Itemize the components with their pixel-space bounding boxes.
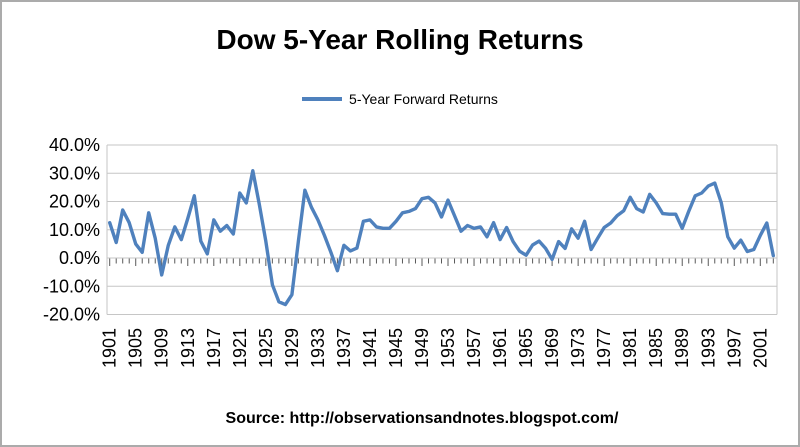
y-axis-label: 0.0%: [59, 248, 100, 268]
y-axis-label: 40.0%: [49, 135, 100, 155]
legend-line-swatch: [302, 97, 343, 101]
returns-line: [107, 168, 775, 307]
x-axis-label: 1933: [308, 328, 328, 368]
chart-title: Dow 5-Year Rolling Returns: [216, 24, 584, 55]
x-axis-label: 1901: [100, 328, 120, 368]
y-axis-label: 20.0%: [49, 192, 100, 212]
x-axis-label: 1949: [412, 328, 432, 368]
y-axis-label: -20.0%: [43, 305, 100, 325]
x-axis-label: 1929: [282, 328, 302, 368]
x-axis-label: 1957: [464, 328, 484, 368]
x-axis-label: 1961: [490, 328, 510, 368]
x-axis-label: 1969: [542, 328, 562, 368]
y-axis-label: 30.0%: [49, 163, 100, 183]
chart-legend: 5-Year Forward Returns: [2, 91, 798, 107]
x-axis-label: 1921: [230, 328, 250, 368]
x-axis-label: 1993: [698, 328, 718, 368]
legend-label: 5-Year Forward Returns: [349, 91, 498, 107]
x-axis-label: 2001: [750, 328, 770, 368]
x-axis-label: 1905: [126, 328, 146, 368]
x-axis-label: 1917: [204, 328, 224, 368]
x-axis-label: 1925: [256, 328, 276, 368]
x-axis-label: 1945: [386, 328, 406, 368]
x-axis-label: 1941: [360, 328, 380, 368]
y-axis-label: -10.0%: [43, 276, 100, 296]
x-axis-label: 1909: [152, 328, 172, 368]
x-axis-label: 1913: [178, 328, 198, 368]
x-axis-label: 1985: [646, 328, 666, 368]
x-axis-label: 1997: [724, 328, 744, 368]
y-axis-label: 10.0%: [49, 220, 100, 240]
x-axis-label: 1973: [568, 328, 588, 368]
source-text: Source: http://observationsandnotes.blog…: [225, 410, 619, 427]
x-axis-label: 1989: [672, 328, 692, 368]
x-axis-label: 1981: [620, 328, 640, 368]
x-axis-label: 1977: [594, 328, 614, 368]
x-axis-label: 1953: [438, 328, 458, 368]
x-axis-label: 1937: [334, 328, 354, 368]
x-axis-label: 1965: [516, 328, 536, 368]
